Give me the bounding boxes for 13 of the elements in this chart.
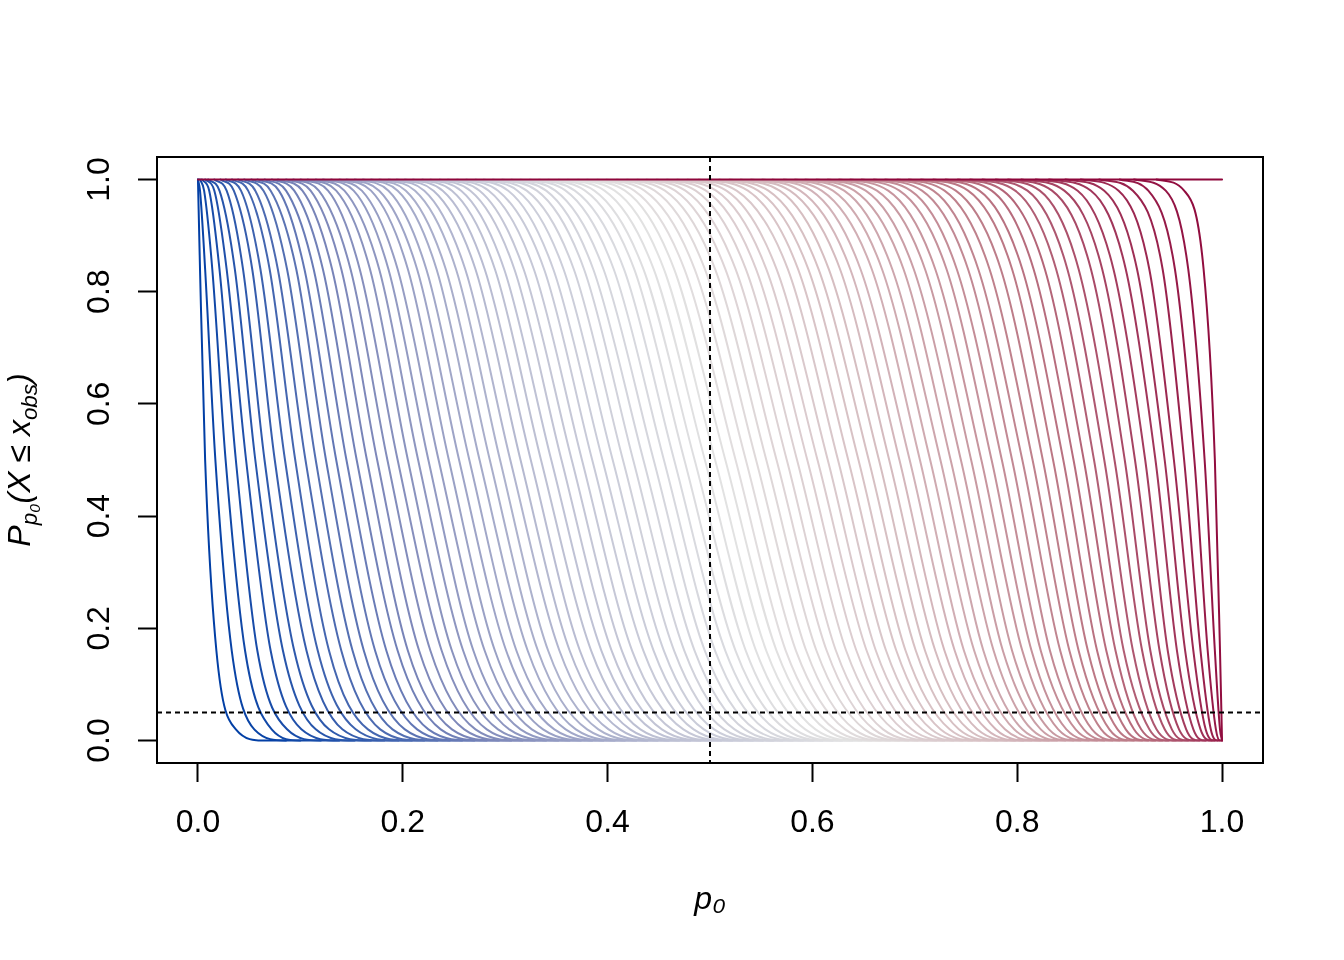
y-tick-label: 1.0 <box>79 157 116 202</box>
y-tick-label: 0.4 <box>79 493 116 539</box>
x-tick-label: 0.2 <box>380 803 426 840</box>
x-tick-label: 1.0 <box>1199 803 1245 840</box>
y-tick-label: 0.0 <box>79 718 116 763</box>
y-tick-label: 0.8 <box>79 269 116 314</box>
x-tick-label: 0.6 <box>790 803 835 840</box>
x-axis-title: p₀ <box>694 879 726 917</box>
y-tick-label: 0.6 <box>79 381 116 427</box>
x-tick-label: 0.8 <box>994 803 1040 840</box>
x-tick-label: 0.0 <box>175 803 221 840</box>
y-tick-label: 0.2 <box>79 606 116 651</box>
x-tick-label: 0.4 <box>585 803 630 840</box>
